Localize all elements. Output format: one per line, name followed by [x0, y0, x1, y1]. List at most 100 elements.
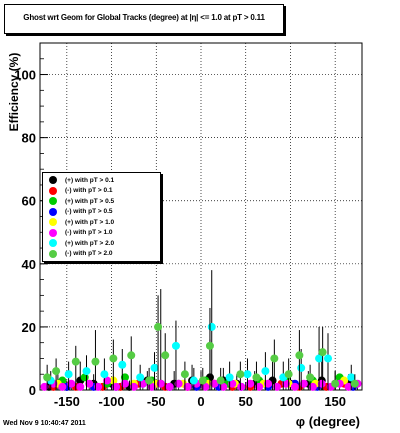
y-tick-label: 60 [22, 194, 36, 209]
data-point [120, 379, 129, 388]
data-point [246, 379, 255, 388]
data-point [100, 370, 109, 379]
legend-entry: (+) with pT > 1.0 [49, 217, 114, 227]
data-point [284, 370, 293, 379]
data-point [91, 357, 100, 366]
data-point [297, 363, 306, 372]
data-point [71, 357, 80, 366]
data-point [64, 370, 73, 379]
data-point [324, 354, 333, 363]
data-point [118, 360, 127, 369]
data-point [350, 379, 359, 388]
data-point [43, 373, 52, 382]
data-point [129, 382, 138, 391]
data-point [201, 382, 210, 391]
data-point [183, 382, 192, 391]
data-point [205, 341, 214, 350]
data-point [317, 379, 326, 388]
data-point [237, 382, 246, 391]
data-point [150, 363, 159, 372]
data-point [281, 379, 290, 388]
data-point [270, 354, 279, 363]
data-point [165, 382, 174, 391]
legend-label: (+) with pT > 2.0 [65, 239, 115, 247]
data-point [82, 367, 91, 376]
data-point [112, 382, 121, 391]
legend-marker [49, 239, 57, 247]
legend-entry: (+) with pT > 0.1 [49, 175, 114, 185]
legend-marker [49, 186, 57, 195]
y-tick-label: 80 [22, 131, 36, 146]
legend-entry: (-) with pT > 2.0 [49, 249, 113, 259]
legend-marker [49, 176, 57, 184]
data-point [76, 382, 85, 391]
y-tick-label: 0 [29, 383, 36, 398]
y-tick-label: 40 [22, 257, 36, 272]
legend-entry: (-) with pT > 0.1 [49, 186, 113, 196]
data-point [347, 373, 356, 382]
data-point [67, 379, 76, 388]
legend-marker [49, 197, 57, 205]
data-point [198, 376, 207, 385]
legend: (+) with pT > 0.1 (-) with pT > 0.1 (+) … [42, 172, 161, 262]
data-point [171, 341, 180, 350]
y-tick-label: 20 [22, 320, 36, 335]
legend-entry: (+) with pT > 0.5 [49, 196, 114, 206]
data-point [120, 373, 129, 382]
legend-entry: (-) with pT > 0.5 [49, 207, 113, 217]
data-point [219, 382, 228, 391]
data-point [255, 382, 264, 391]
x-tick-label: 50 [238, 394, 252, 409]
data-point [174, 379, 183, 388]
x-tick-label: -50 [147, 394, 166, 409]
y-axis-label: Efficiency (%) [7, 52, 21, 132]
data-point [103, 376, 112, 385]
legend-label: (-) with pT > 1.0 [65, 229, 113, 236]
data-point [318, 348, 327, 357]
data-point [207, 322, 216, 331]
chart-title: Ghost wrt Geom for Global Tracks (degree… [23, 13, 265, 22]
data-point [147, 382, 156, 391]
legend-label: (+) with pT > 1.0 [65, 218, 115, 226]
data-point [189, 376, 198, 385]
data-point [243, 370, 252, 379]
data-point [273, 382, 282, 391]
data-point [58, 382, 67, 391]
legend-entry: (+) with pT > 2.0 [49, 238, 114, 248]
data-point [94, 382, 103, 391]
data-point [264, 379, 273, 388]
data-point [210, 379, 219, 388]
data-point [109, 354, 118, 363]
data-point [331, 379, 340, 388]
data-point [308, 382, 317, 391]
data-point [290, 382, 299, 391]
data-point [216, 376, 225, 385]
data-point [138, 379, 147, 388]
legend-marker [49, 249, 57, 258]
data-point [306, 373, 315, 382]
x-tick-label: -100 [99, 394, 125, 409]
legend-marker [49, 218, 57, 226]
data-point [299, 379, 308, 388]
y-tick-label: 100 [14, 68, 36, 83]
x-tick-label: 100 [280, 394, 302, 409]
data-point [161, 351, 170, 360]
data-point [225, 373, 234, 382]
title-box: Ghost wrt Geom for Global Tracks (degree… [4, 4, 284, 34]
data-point [315, 354, 324, 363]
data-point [180, 370, 189, 379]
data-point [52, 367, 61, 376]
data-point [127, 351, 136, 360]
data-point [252, 373, 261, 382]
x-tick-label: 150 [324, 394, 346, 409]
data-point [228, 379, 237, 388]
data-point [236, 370, 245, 379]
data-point [261, 367, 270, 376]
data-point [40, 382, 49, 391]
x-tick-label: -150 [54, 394, 80, 409]
legend-label: (-) with pT > 0.5 [65, 208, 113, 215]
data-point [344, 382, 353, 391]
data-point [154, 322, 163, 331]
data-point [136, 373, 145, 382]
